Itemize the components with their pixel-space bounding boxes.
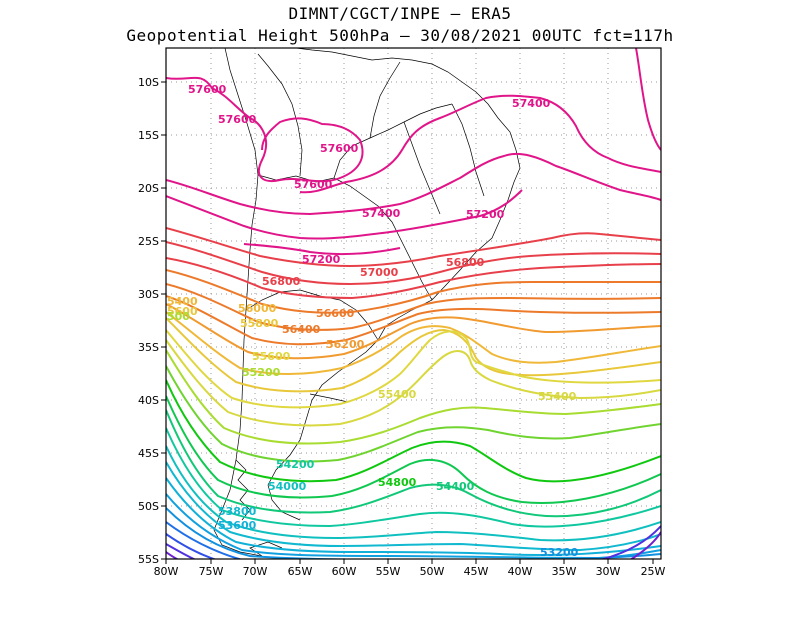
contour-label: 56200 xyxy=(326,338,365,351)
y-tick-label: 45S xyxy=(138,447,159,460)
x-tick-label: 65W xyxy=(288,565,313,578)
contour-label: 5600 xyxy=(167,305,198,318)
y-tick-label: 35S xyxy=(138,341,159,354)
contour-label: 57600 xyxy=(188,83,227,96)
x-tick-labels: 80W 75W 70W 65W 60W 55W 50W 45W 40W 35W … xyxy=(154,565,666,578)
x-tick-label: 30W xyxy=(596,565,621,578)
contour-label: 57200 xyxy=(302,253,341,266)
contour-label: 5400 xyxy=(167,295,198,308)
contour-label: 57400 xyxy=(512,97,551,110)
contour-label: 54000 xyxy=(268,480,307,493)
contour-label: 53200 xyxy=(540,546,579,559)
y-tick-labels: 10S 15S 20S 25S 30S 35S 40S 45S 50S 55S xyxy=(138,76,159,566)
y-tick-label: 20S xyxy=(138,182,159,195)
contour-label: 56000 xyxy=(238,302,277,315)
x-tick-label: 40W xyxy=(508,565,533,578)
contour-label: 57200 xyxy=(466,208,505,221)
x-tick-label: 70W xyxy=(243,565,268,578)
y-tick-label: 25S xyxy=(138,235,159,248)
y-tick-label: 10S xyxy=(138,76,159,89)
y-tick-label: 40S xyxy=(138,394,159,407)
contour-labels: 57600 57600 57600 57600 57400 57400 5720… xyxy=(167,83,579,559)
y-axis xyxy=(161,81,166,560)
contour-label: 57400 xyxy=(362,207,401,220)
plot-frame xyxy=(165,47,662,560)
contour-label: 55600 xyxy=(252,350,291,363)
y-tick-label: 55S xyxy=(138,553,159,566)
contour-label: 54200 xyxy=(276,458,315,471)
coastlines-and-borders xyxy=(213,48,521,557)
contour-label: 56400 xyxy=(282,323,321,336)
contour-label: 57600 xyxy=(320,142,359,155)
contour-label: 57600 xyxy=(218,113,257,126)
contour-label: 55800 xyxy=(240,317,279,330)
x-tick-label: 75W xyxy=(199,565,224,578)
map-title-line2: Geopotential Height 500hPa – 30/08/2021 … xyxy=(126,26,674,45)
contour-label: 56800 xyxy=(446,256,485,269)
x-tick-label: 35W xyxy=(552,565,577,578)
map-title-line1: DIMNT/CGCT/INPE – ERA5 xyxy=(288,4,512,23)
y-tick-label: 50S xyxy=(138,500,159,513)
contour-label: 54800 xyxy=(378,476,417,489)
x-tick-label: 80W xyxy=(154,565,179,578)
contour-label: 56600 xyxy=(316,307,355,320)
contour-label: 55200 xyxy=(242,366,281,379)
contour-label: 53600 xyxy=(218,519,257,532)
contour-label: 57000 xyxy=(360,266,399,279)
contour-label: 55400 xyxy=(538,390,577,403)
contour-label: 56800 xyxy=(262,275,301,288)
y-tick-label: 15S xyxy=(138,129,159,142)
x-tick-label: 25W xyxy=(641,565,666,578)
y-tick-label: 30S xyxy=(138,288,159,301)
x-tick-label: 55W xyxy=(376,565,401,578)
x-tick-label: 50W xyxy=(420,565,445,578)
x-tick-label: 60W xyxy=(332,565,357,578)
contour-label: 57600 xyxy=(294,178,333,191)
contour-label: 500 xyxy=(167,310,190,323)
contour-label: 54400 xyxy=(436,480,475,493)
geopotential-contours xyxy=(166,48,661,559)
contour-label: 55400 xyxy=(378,388,417,401)
contour-label: 53800 xyxy=(218,505,257,518)
x-axis xyxy=(165,559,654,564)
x-tick-label: 45W xyxy=(464,565,489,578)
